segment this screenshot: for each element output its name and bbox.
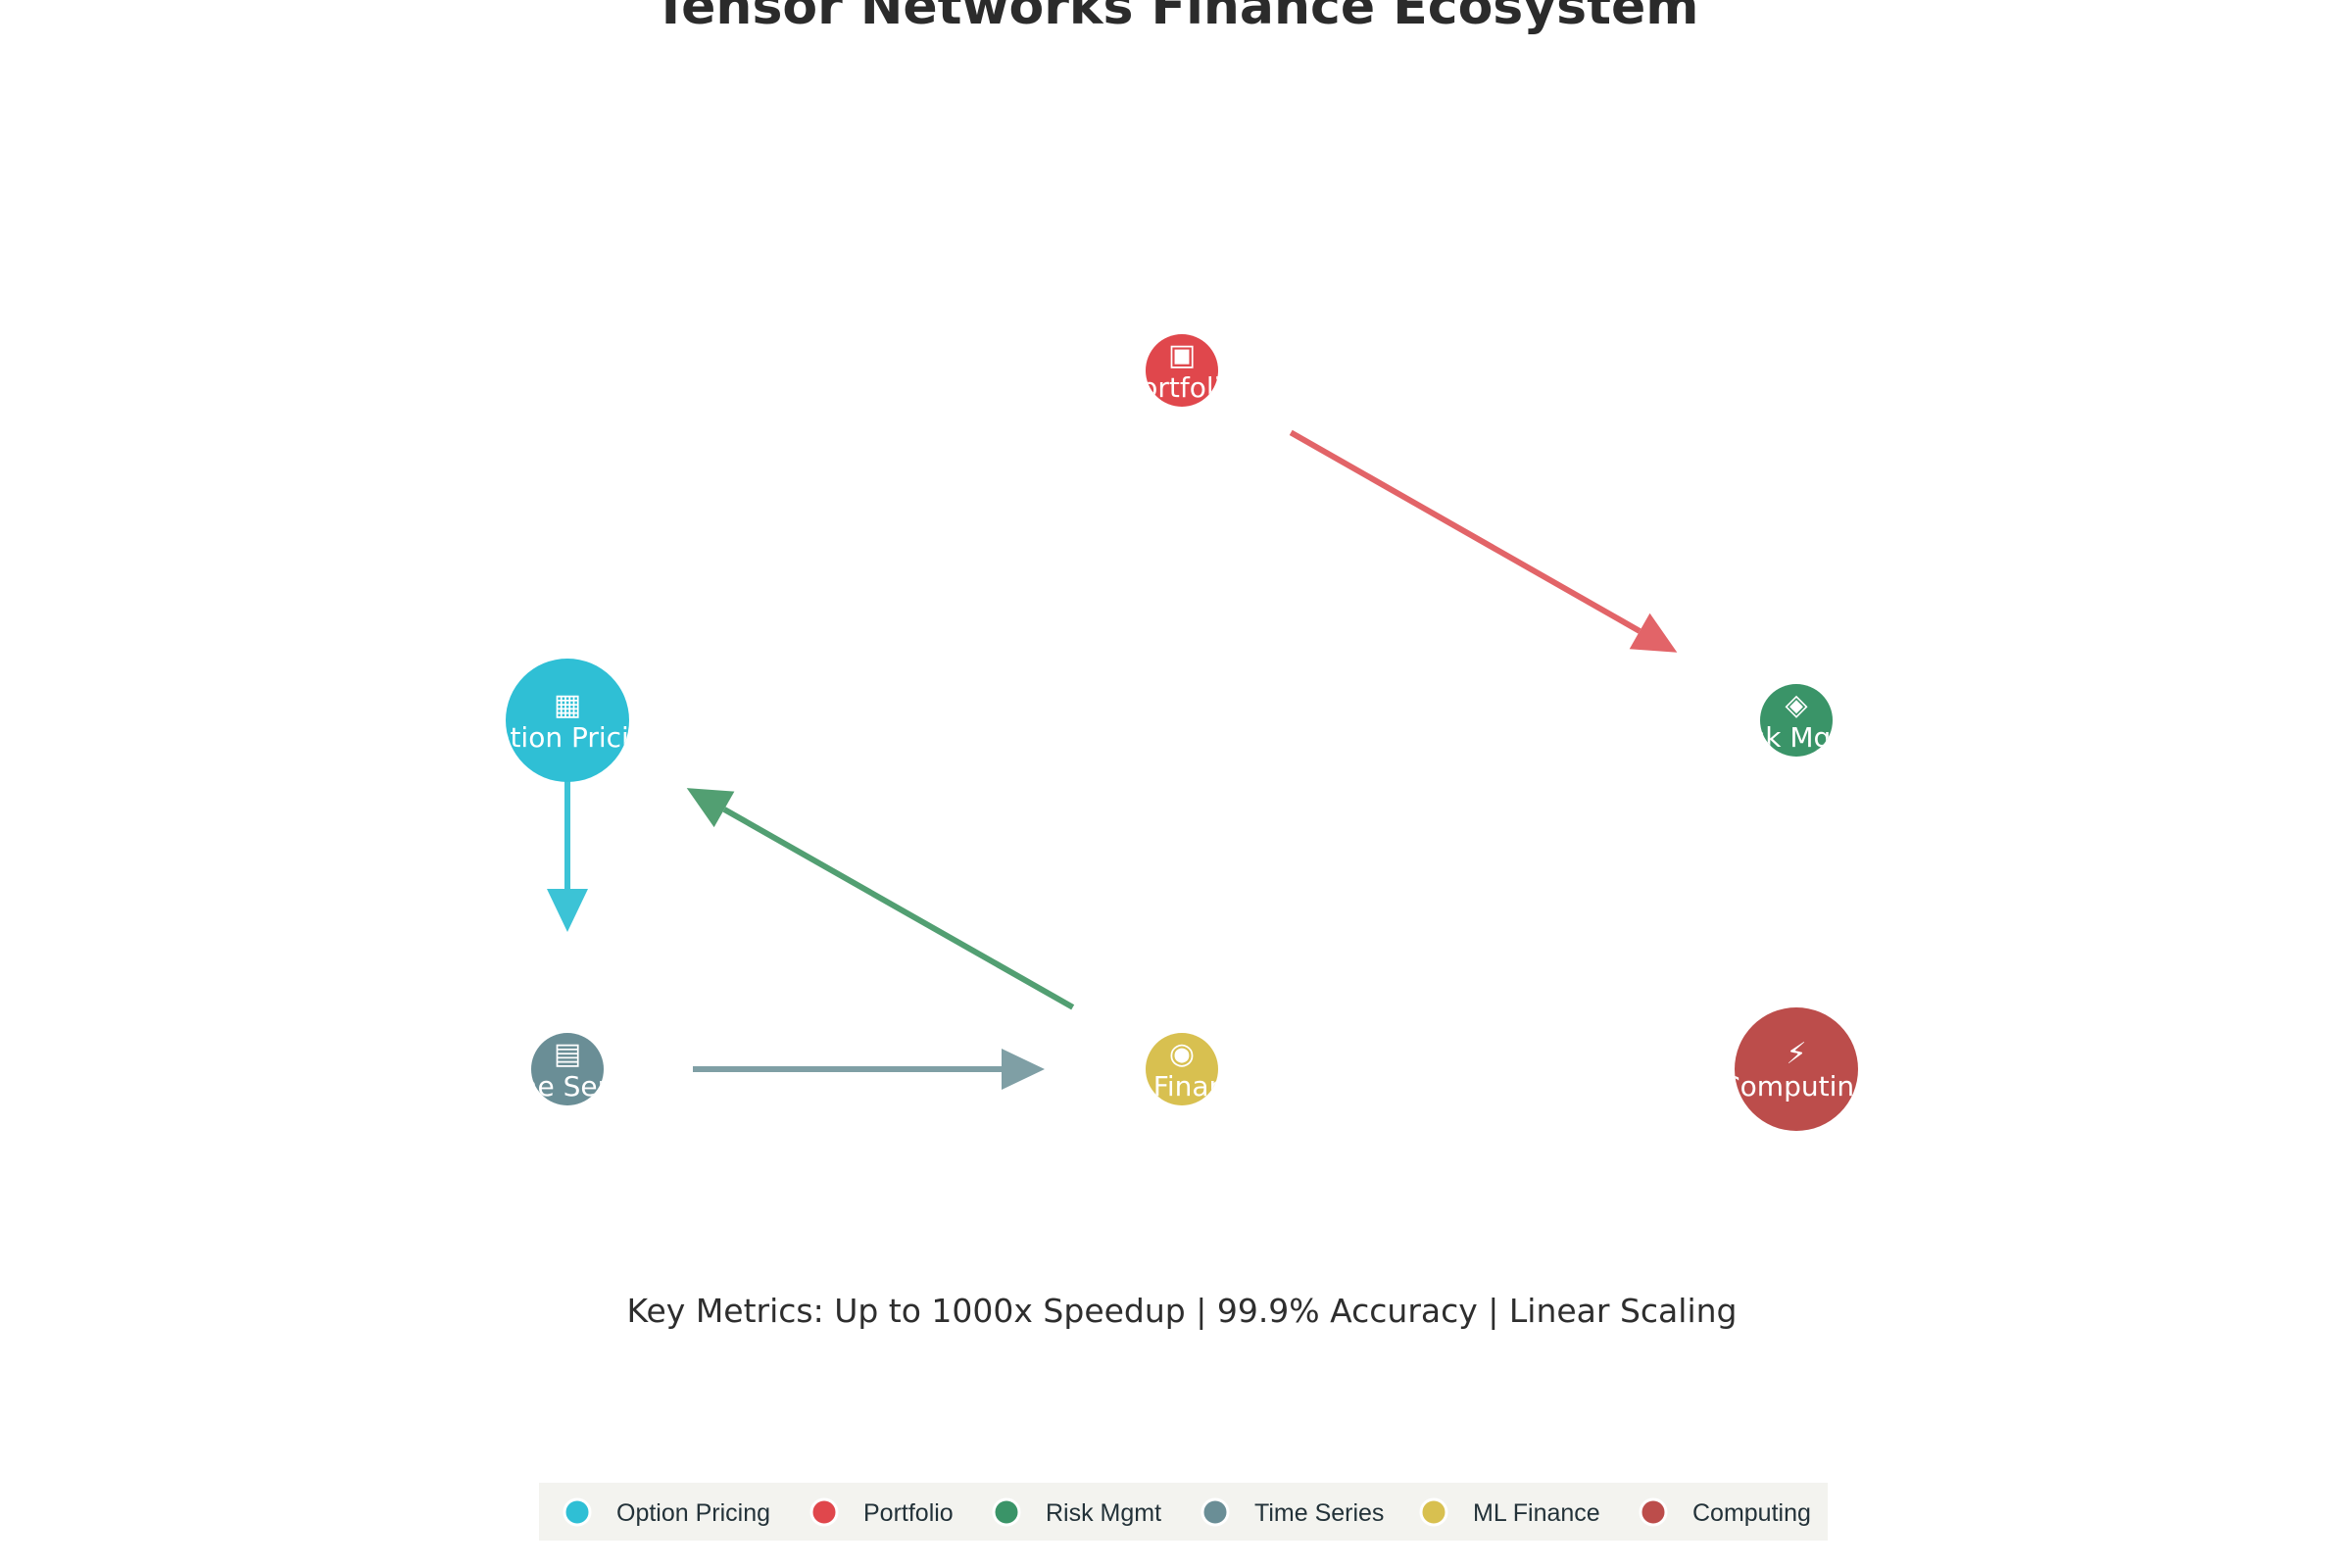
edge-arrowhead [1002,1049,1045,1090]
node-portfolio[interactable]: ▣Portfolio [1125,334,1238,407]
node-label: Option Pricing [471,721,664,754]
node-circle [1760,684,1833,757]
legend: Option Pricing Portfolio Risk Mgmt Time Ser… [539,1483,1828,1541]
node-circle [1735,1007,1858,1131]
legend-background [539,1483,1828,1541]
edge-line [1289,429,1642,634]
node-label: Portfolio [1125,371,1238,404]
legend-swatch [1419,1497,1448,1527]
legend-label: Time Series [1254,1499,1384,1527]
legend-swatch [563,1497,592,1527]
node-time-series[interactable]: ▤Time Series [486,1033,648,1105]
legend-item[interactable]: Computing [1639,1497,1811,1527]
node-computing[interactable]: ⚡Computing [1721,1007,1872,1131]
node-circle [531,1033,604,1105]
edge-time-series-to-ml-finance [693,1049,1045,1090]
legend-label: Portfolio [863,1499,954,1527]
edge-line [722,807,1075,1010]
brain-icon: ◉ [1169,1037,1195,1071]
legend-swatch [1200,1497,1230,1527]
legend-item[interactable]: ML Finance [1419,1497,1600,1527]
edge-arrowhead [686,788,735,828]
edge-arrowhead [547,889,588,932]
node-label: Computing [1721,1070,1872,1102]
legend-swatch [992,1497,1021,1527]
node-label: ML Finance [1105,1070,1258,1102]
calendar-icon: ▤ [554,1037,581,1071]
node-label: Risk Mgmt [1724,721,1868,754]
node-ml-finance[interactable]: ◉ML Finance [1105,1033,1258,1105]
legend-label: ML Finance [1473,1499,1600,1527]
node-circle [506,659,629,782]
node-risk-mgmt[interactable]: ◈Risk Mgmt [1724,684,1868,757]
chart-icon: ▦ [554,688,581,722]
key-metrics-text: Key Metrics: Up to 1000x Speedup | 99.9%… [627,1292,1738,1330]
node-circle [1146,334,1218,407]
shield-icon: ◈ [1785,688,1807,722]
legend-item[interactable]: Portfolio [809,1497,954,1527]
legend-swatch [1639,1497,1668,1527]
legend-item[interactable]: Option Pricing [563,1497,770,1527]
edge-portfolio-to-risk-mgmt [1289,429,1678,653]
node-option-pricing[interactable]: ▦Option Pricing [471,659,664,782]
node-circle [1146,1033,1218,1105]
edge-ml-finance-to-option-pricing [686,788,1075,1010]
legend-item[interactable]: Risk Mgmt [992,1497,1161,1527]
briefcase-icon: ▣ [1168,338,1196,372]
legend-label: Risk Mgmt [1046,1499,1161,1527]
diagram-title: Tensor Networks Finance Ecosystem [654,0,1699,36]
nodes-layer: ▦Option Pricing ▣Portfolio ◈Risk Mgmt ▤Time… [471,334,1872,1131]
edges-layer [547,429,1678,1090]
legend-item[interactable]: Time Series [1200,1497,1384,1527]
legend-swatch [809,1497,839,1527]
legend-label: Option Pricing [616,1499,770,1527]
lightning-icon: ⚡ [1786,1037,1806,1071]
legend-label: Computing [1692,1499,1811,1527]
edge-arrowhead [1629,612,1678,653]
node-label: Time Series [486,1070,648,1102]
